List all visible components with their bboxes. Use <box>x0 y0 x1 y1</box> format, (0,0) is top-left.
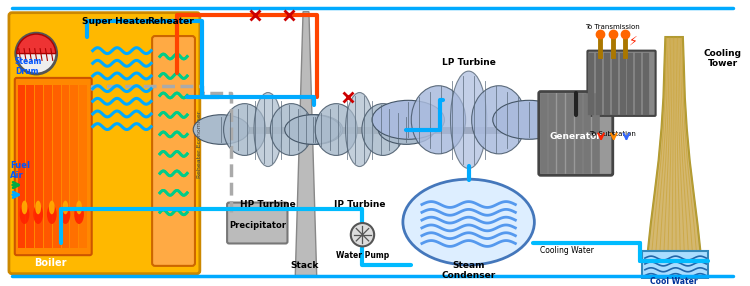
Ellipse shape <box>362 104 404 155</box>
Ellipse shape <box>62 200 68 214</box>
Text: Stack: Stack <box>291 261 320 270</box>
Text: Fuel
Air: Fuel Air <box>10 161 30 180</box>
Bar <box>53 85 61 248</box>
FancyBboxPatch shape <box>9 13 200 274</box>
Text: Precipitator: Precipitator <box>229 221 286 231</box>
Ellipse shape <box>194 115 249 144</box>
Bar <box>44 85 52 248</box>
Ellipse shape <box>224 104 266 155</box>
Text: Cooling
Tower: Cooling Tower <box>704 49 742 68</box>
FancyBboxPatch shape <box>15 78 92 255</box>
Text: Cooling Water: Cooling Water <box>540 247 594 255</box>
Text: Reheater: Reheater <box>147 17 194 25</box>
Ellipse shape <box>76 200 82 214</box>
Bar <box>642 251 708 279</box>
Ellipse shape <box>346 93 374 166</box>
Text: HP Turbine: HP Turbine <box>240 200 296 209</box>
Text: To Transmission: To Transmission <box>586 24 640 30</box>
Text: Steam
Drum: Steam Drum <box>15 57 42 76</box>
Ellipse shape <box>20 204 29 224</box>
Text: Generator: Generator <box>550 132 602 141</box>
Bar <box>18 85 26 248</box>
Ellipse shape <box>315 104 357 155</box>
Ellipse shape <box>378 115 434 144</box>
Text: ⚡: ⚡ <box>628 34 638 47</box>
Text: Cool Water: Cool Water <box>650 277 698 286</box>
Text: Super Heater: Super Heater <box>82 17 150 25</box>
Circle shape <box>16 33 57 74</box>
Ellipse shape <box>74 204 84 224</box>
Text: Steam
Condenser: Steam Condenser <box>442 261 496 280</box>
Text: LP Turbine: LP Turbine <box>442 58 496 67</box>
Text: Boiler: Boiler <box>34 258 67 268</box>
Bar <box>26 85 34 248</box>
Ellipse shape <box>254 93 282 166</box>
Ellipse shape <box>47 204 57 224</box>
Ellipse shape <box>286 115 343 144</box>
FancyBboxPatch shape <box>227 202 287 243</box>
Bar <box>62 85 69 248</box>
Circle shape <box>351 223 374 247</box>
Ellipse shape <box>472 86 526 154</box>
Polygon shape <box>645 37 704 276</box>
Ellipse shape <box>372 100 445 139</box>
Text: IP Turbine: IP Turbine <box>334 200 386 209</box>
Ellipse shape <box>22 200 28 214</box>
Ellipse shape <box>33 204 43 224</box>
Ellipse shape <box>35 200 41 214</box>
FancyBboxPatch shape <box>587 51 656 116</box>
Bar <box>70 85 78 248</box>
Ellipse shape <box>493 100 566 139</box>
Ellipse shape <box>411 86 466 154</box>
Text: Water Pump: Water Pump <box>336 251 389 260</box>
FancyBboxPatch shape <box>538 92 613 175</box>
Wedge shape <box>16 34 56 53</box>
Bar <box>35 85 43 248</box>
Ellipse shape <box>285 115 340 144</box>
Ellipse shape <box>49 200 55 214</box>
Text: Reheater Economiser: Reheater Economiser <box>197 110 202 178</box>
Ellipse shape <box>270 104 313 155</box>
FancyBboxPatch shape <box>152 36 195 266</box>
Ellipse shape <box>403 179 534 265</box>
Text: To Substation: To Substation <box>590 132 636 138</box>
Polygon shape <box>296 12 316 276</box>
Ellipse shape <box>451 71 487 168</box>
Ellipse shape <box>61 204 70 224</box>
Bar <box>79 85 87 248</box>
